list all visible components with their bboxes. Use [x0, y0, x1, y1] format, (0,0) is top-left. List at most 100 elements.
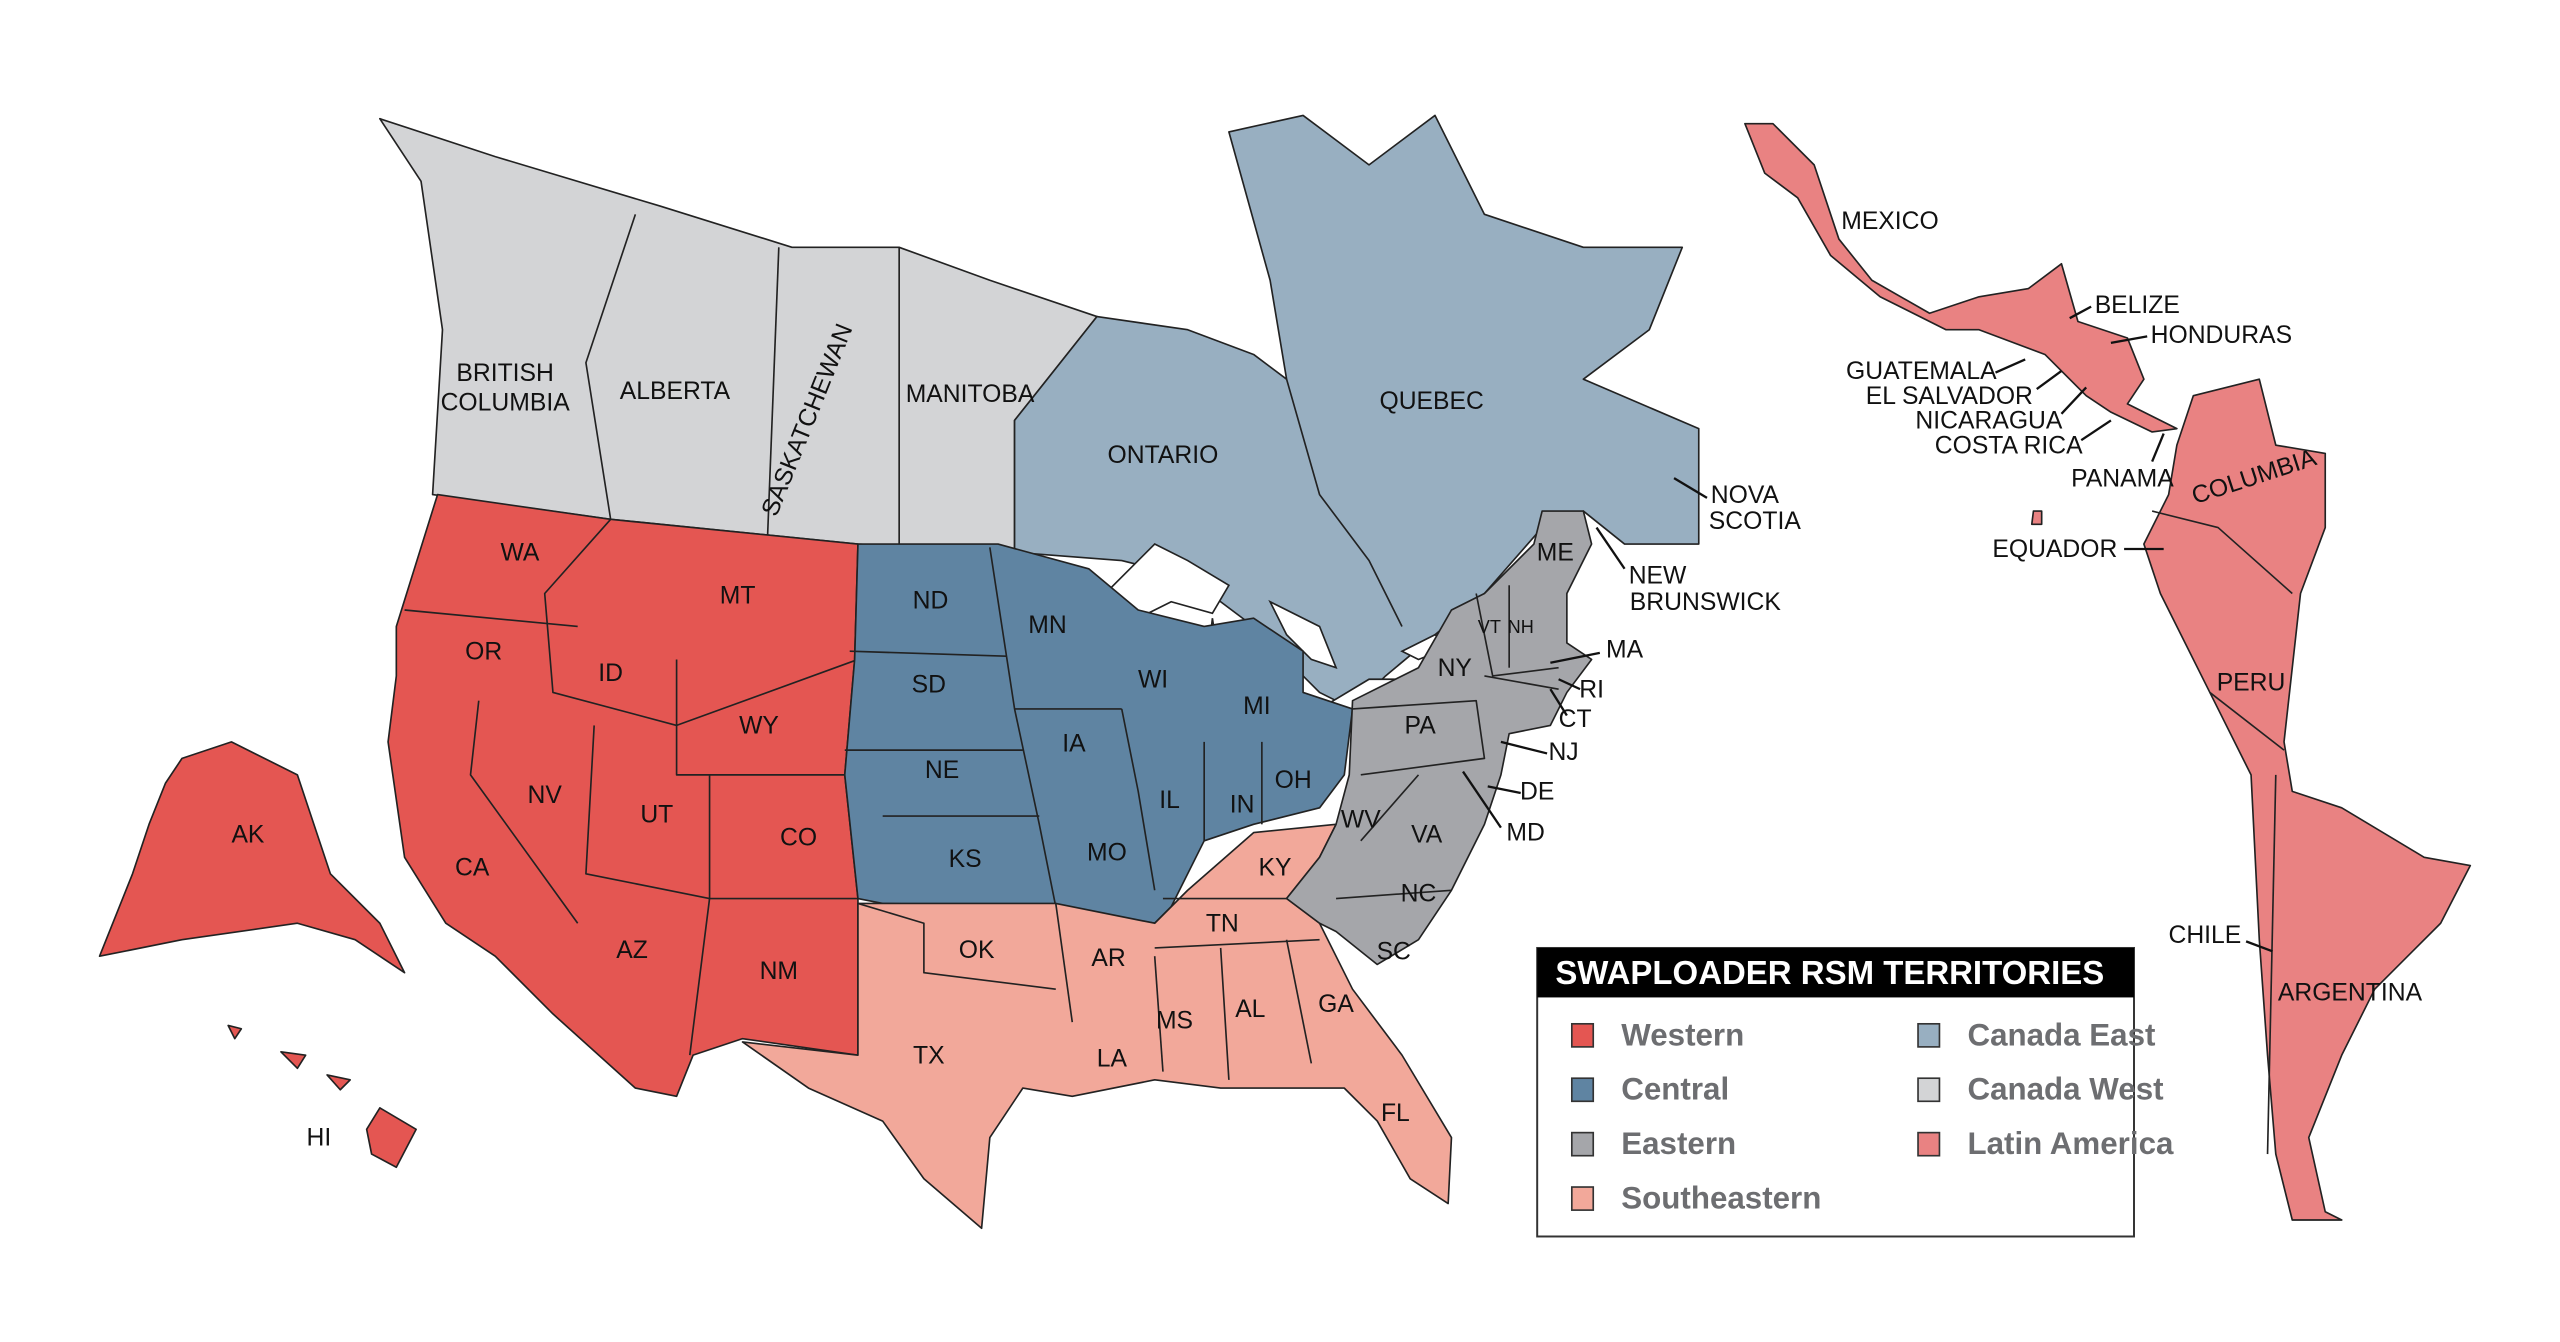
- state-label: AZ: [616, 937, 648, 964]
- legend-item: Canada East: [1917, 1017, 2156, 1052]
- legend-swatch: [1917, 1131, 1941, 1157]
- legend-item: Canada West: [1917, 1072, 2164, 1107]
- region-southeastern[interactable]: [741, 823, 1453, 1230]
- state-label: FL: [1381, 1100, 1410, 1127]
- legend-swatch: [1570, 1077, 1595, 1103]
- state-label: NE: [925, 757, 959, 784]
- legend-swatch: [1570, 1186, 1595, 1211]
- state-label: ME: [1537, 539, 1574, 566]
- western-labels: WA OR ID MT WY NV UT CO CA AZ NM AK HI: [231, 539, 817, 1151]
- country-label: NICARAGUA: [1915, 408, 2062, 435]
- state-label: OR: [465, 638, 502, 665]
- leader-lines: [1462, 305, 2273, 953]
- state-label: CA: [455, 854, 490, 881]
- state-label: HI: [306, 1125, 331, 1152]
- state-label: VT: [1478, 617, 1501, 637]
- legend-item: Central: [1570, 1072, 1729, 1107]
- state-label: AL: [1235, 996, 1265, 1023]
- region-hawaii[interactable]: [227, 1024, 417, 1169]
- country-label: MEXICO: [1841, 208, 1939, 235]
- galapagos-islands: [2030, 510, 2043, 526]
- state-label: SC: [1377, 938, 1411, 965]
- state-label: OK: [959, 937, 995, 964]
- country-label: EQUADOR: [1992, 536, 2117, 563]
- country-label: PANAMA: [2071, 465, 2174, 492]
- state-label: MI: [1243, 693, 1270, 720]
- province-label: QUEBEC: [1379, 388, 1483, 415]
- latin-america-labels: MEXICO BELIZE HONDURAS GUATEMALA EL SALV…: [1841, 208, 2422, 1007]
- legend-label: Central: [1621, 1072, 1729, 1107]
- state-label: IN: [1230, 792, 1255, 819]
- state-label: MD: [1506, 820, 1544, 847]
- legend-label: Latin America: [1967, 1126, 2174, 1161]
- region-western[interactable]: [387, 493, 859, 1098]
- province-label: NEW: [1629, 563, 1687, 590]
- province-label: ALBERTA: [620, 378, 731, 405]
- region-canada-west[interactable]: [379, 117, 1098, 554]
- state-label: MS: [1156, 1008, 1193, 1035]
- state-label: NY: [1438, 655, 1472, 682]
- region-eastern[interactable]: [1285, 510, 1593, 966]
- legend: SWAPLOADER RSM TERRITORIES Western Centra…: [1536, 946, 2174, 1238]
- legend-swatch: [1917, 1022, 1941, 1048]
- state-label: DE: [1520, 779, 1554, 806]
- province-label: NOVA: [1711, 482, 1780, 509]
- state-label: LA: [1097, 1046, 1128, 1073]
- legend-swatch: [1917, 1077, 1941, 1103]
- state-label: OH: [1275, 767, 1312, 794]
- state-label: UT: [640, 802, 673, 829]
- state-label: PA: [1405, 713, 1437, 740]
- province-label: SCOTIA: [1709, 508, 1802, 535]
- state-label: SD: [912, 671, 946, 698]
- province-label: ONTARIO: [1108, 442, 1219, 469]
- province-label: BRITISH: [456, 360, 554, 387]
- central-labels: ND MN SD WI MI IA NE IL IN OH KS MO: [912, 587, 1312, 873]
- canada-west-borders: [585, 214, 900, 545]
- state-label: NC: [1401, 881, 1437, 908]
- legend-item: Latin America: [1917, 1126, 2174, 1161]
- state-label: GA: [1318, 991, 1354, 1018]
- latin-america-borders: [2151, 510, 2293, 1155]
- state-label: KS: [949, 846, 982, 873]
- state-label: CT: [1559, 706, 1592, 733]
- region-central[interactable]: [843, 543, 1354, 925]
- legend-item: Western: [1570, 1017, 1744, 1052]
- state-label: MA: [1606, 637, 1644, 664]
- legend-item: Eastern: [1570, 1126, 1736, 1161]
- country-label: CHILE: [2168, 922, 2241, 949]
- region-south-america[interactable]: [2143, 378, 2472, 1221]
- legend-swatch: [1570, 1131, 1595, 1157]
- legend-label: Western: [1621, 1017, 1744, 1052]
- region-mexico-central-america[interactable]: [1744, 122, 2178, 433]
- state-label: VA: [1411, 821, 1443, 848]
- province-label: BRUNSWICK: [1630, 589, 1782, 616]
- legend-label: Canada West: [1967, 1072, 2164, 1107]
- state-label: CO: [780, 825, 817, 852]
- state-label: IL: [1159, 787, 1180, 814]
- state-label: TN: [1206, 910, 1239, 937]
- country-label: EL SALVADOR: [1866, 383, 2033, 410]
- country-label: COSTA RICA: [1935, 432, 2083, 459]
- state-label: NJ: [1548, 739, 1578, 766]
- country-label: PERU: [2217, 670, 2286, 697]
- eastern-labels: ME VT NH NY PA WV VA NC SC MA RI CT NJ D…: [1341, 539, 1644, 965]
- state-label: WV: [1341, 807, 1381, 834]
- region-alaska[interactable]: [98, 741, 406, 974]
- country-label: BELIZE: [2095, 292, 2180, 319]
- eastern-borders: [1335, 585, 1559, 900]
- state-label: AR: [1091, 945, 1125, 972]
- legend-title-bar: [1537, 947, 2134, 998]
- western-borders: [404, 518, 859, 1056]
- legend-label: Canada East: [1967, 1017, 2156, 1052]
- legend-label: Southeastern: [1621, 1180, 1821, 1215]
- state-label: AK: [231, 821, 264, 848]
- state-label: NV: [528, 782, 563, 809]
- state-label: RI: [1579, 676, 1604, 703]
- state-label: WA: [501, 539, 540, 566]
- state-label: NH: [1508, 617, 1534, 637]
- legend-label: Eastern: [1621, 1126, 1736, 1161]
- province-label: COLUMBIA: [441, 389, 571, 416]
- country-label: GUATEMALA: [1846, 358, 1997, 385]
- state-label: WY: [739, 713, 779, 740]
- southeastern-labels: KY OK TN AR TX MS AL GA LA FL: [913, 854, 1410, 1127]
